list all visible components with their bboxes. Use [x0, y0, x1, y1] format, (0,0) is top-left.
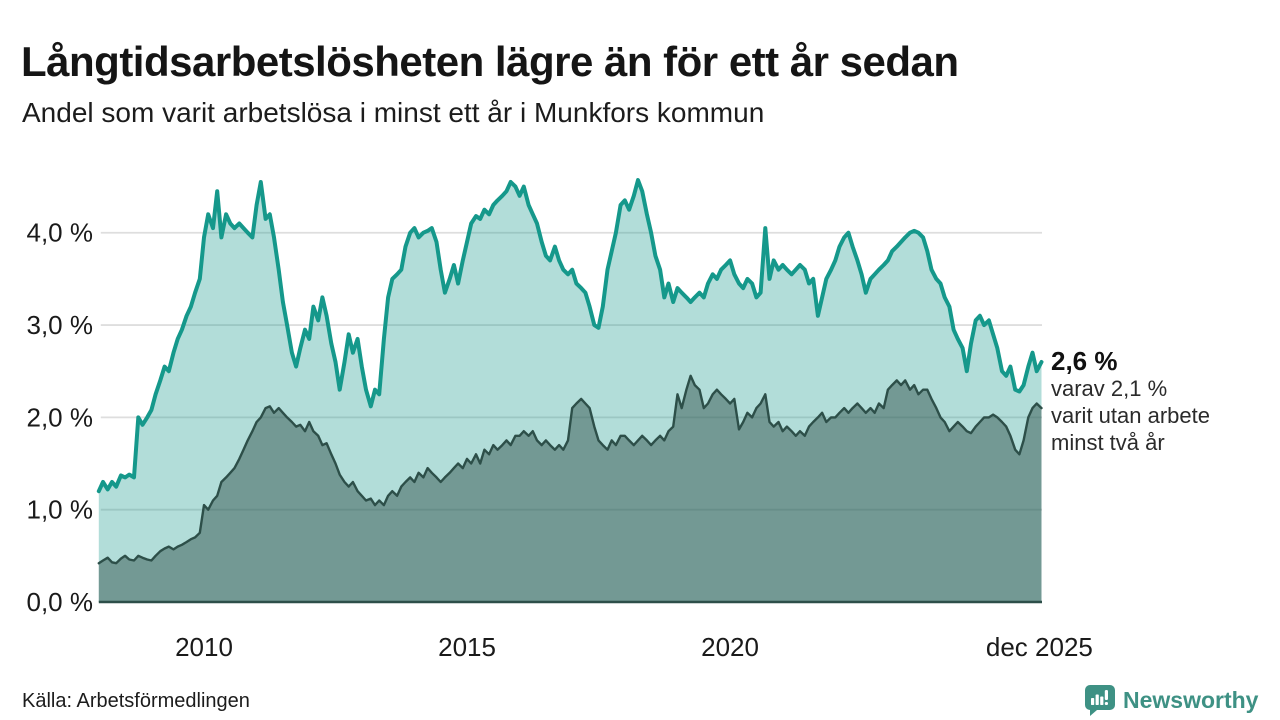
area-fill-series-0 [98, 180, 1042, 602]
x-tick-label: 2010 [175, 632, 233, 662]
y-tick-label: 3,0 % [27, 310, 94, 340]
annotation-line: varav 2,1 % [1051, 376, 1168, 401]
y-tick-label: 0,0 % [27, 587, 94, 617]
area-chart: 0,0 % 1,0 % 2,0 % 3,0 % 4,0 % 2010 2015 2020 dec… [27, 178, 1093, 662]
y-tick-label: 4,0 % [27, 218, 94, 248]
x-tick-label: 2020 [701, 632, 759, 662]
area-fill-series-1 [98, 375, 1042, 602]
source-note: Källa: Arbetsförmedlingen [22, 690, 250, 712]
x-tick-label: 2015 [438, 632, 496, 662]
latest-value-annotation: 2,6 % varav 2,1 % varit utan arbete mins… [1051, 347, 1271, 456]
newsworthy-chart-bubble-icon [1085, 685, 1115, 716]
line-series-0 [96, 178, 1044, 494]
y-tick-label: 1,0 % [27, 495, 94, 525]
page-title: Långtidsarbetslösheten lägre än för ett … [21, 38, 959, 86]
newsworthy-logo: Newsworthy [1083, 683, 1258, 717]
annotation-line: minst två år [1051, 430, 1165, 455]
y-tick-label: 2,0 % [27, 402, 94, 432]
brand-name: Newsworthy [1123, 686, 1259, 713]
latest-value: 2,6 % [1051, 346, 1118, 376]
chart-subtitle: Andel som varit arbetslösa i minst ett å… [22, 97, 765, 128]
line-series-1 [97, 374, 1043, 565]
x-tick-label: dec 2025 [986, 632, 1093, 662]
annotation-line: varit utan arbete [1051, 403, 1210, 428]
